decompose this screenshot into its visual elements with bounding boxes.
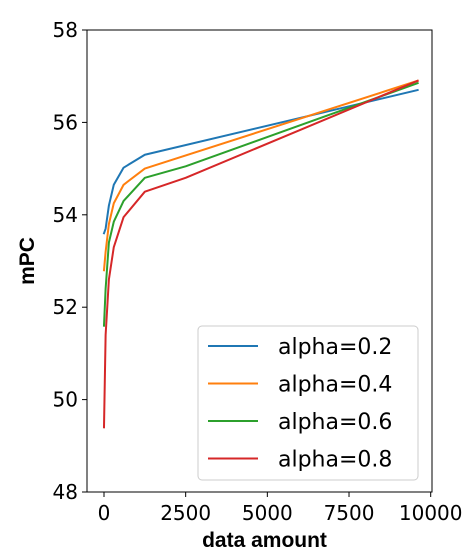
y-tick-label: 50 — [53, 388, 78, 412]
x-tick-label: 2500 — [160, 501, 211, 525]
series-line-2 — [102, 79, 419, 272]
x-tick-label: 0 — [98, 501, 111, 525]
x-tick-label: 7500 — [324, 501, 375, 525]
legend-label: alpha=0.4 — [278, 373, 392, 398]
legend-box — [197, 325, 419, 481]
x-axis-ticks: 0 2500 5000 7500 10000 — [98, 492, 463, 525]
legend-label: alpha=0.2 — [278, 335, 392, 360]
y-tick-label: 58 — [53, 18, 78, 42]
y-tick-label: 54 — [53, 203, 78, 227]
y-tick-label: 48 — [53, 480, 78, 504]
legend-label: alpha=0.6 — [278, 410, 392, 435]
y-tick-label: 52 — [53, 295, 78, 319]
series-line-1 — [102, 88, 419, 235]
legend-label: alpha=0.8 — [278, 448, 392, 473]
x-tick-label: 10000 — [399, 501, 463, 525]
plot-lines — [102, 79, 419, 429]
series-line-3 — [102, 81, 419, 327]
y-axis-label: mPC — [16, 237, 39, 285]
y-axis-ticks: 48 50 52 54 56 58 — [53, 18, 87, 504]
x-tick-label: 5000 — [242, 501, 293, 525]
legend: alpha=0.2 alpha=0.4 alpha=0.6 alpha=0.8 — [197, 325, 419, 481]
y-tick-label: 56 — [53, 110, 78, 134]
plot-frame — [86, 29, 433, 493]
series-line-4 — [102, 79, 419, 429]
x-axis-label: data amount — [202, 529, 327, 552]
